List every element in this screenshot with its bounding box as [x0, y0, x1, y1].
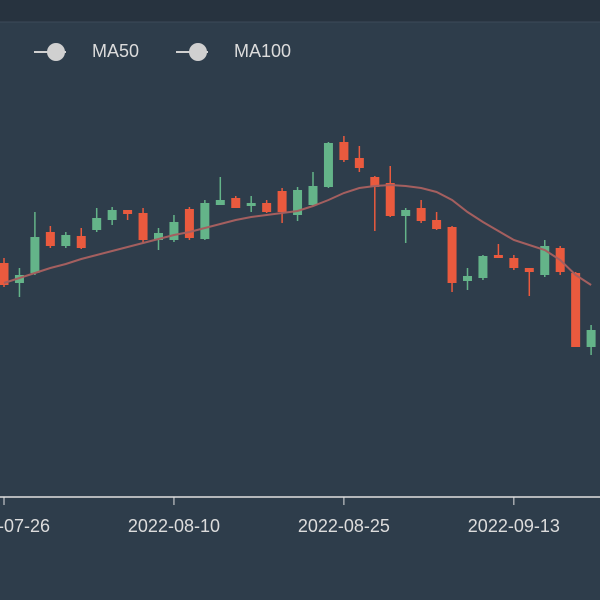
candle-body [76, 236, 86, 248]
candle-body [463, 276, 472, 281]
candle-body [447, 227, 457, 283]
candle-body [45, 232, 55, 246]
legend-marker [189, 43, 207, 61]
candle-body [200, 203, 210, 239]
candle-body [385, 183, 395, 216]
x-tick-label: 2022-07-26 [0, 516, 50, 536]
candle-body [416, 208, 426, 221]
candle-body [478, 256, 488, 278]
candle-body [169, 222, 179, 240]
candle-body [123, 210, 133, 214]
candle-body [293, 190, 303, 215]
candle-body [493, 255, 503, 258]
candle-body [509, 258, 519, 268]
candle-body [354, 158, 364, 168]
candle-body [138, 213, 148, 240]
candle-body [370, 177, 380, 187]
candle-body [30, 237, 40, 273]
x-tick-label: 2022-09-13 [468, 516, 560, 536]
candle-body [571, 273, 581, 347]
candle-body [107, 210, 117, 220]
legend-marker [47, 43, 65, 61]
candle-body [246, 203, 256, 206]
candle-body [184, 209, 194, 238]
legend-label: MA100 [234, 41, 291, 61]
candle-body [92, 218, 102, 230]
toolbar [0, 0, 600, 22]
x-tick-label: 2022-08-25 [298, 516, 390, 536]
candle-body [154, 233, 163, 240]
candle-body [308, 186, 318, 205]
candle-body [262, 203, 272, 212]
candle-body [215, 200, 225, 205]
candle-body [524, 268, 534, 272]
candle-body [586, 330, 596, 347]
candle-body [432, 220, 442, 229]
candle-body [540, 246, 550, 275]
candle-body [277, 191, 287, 212]
candle-body [401, 210, 411, 216]
candle-body [0, 263, 9, 285]
candle-body [231, 198, 241, 208]
legend-label: MA50 [92, 41, 139, 61]
candle-body [61, 235, 71, 246]
x-tick-label: 2022-08-10 [128, 516, 220, 536]
candle-body [323, 143, 333, 187]
moving-average-line [3, 183, 592, 286]
candle-body [339, 142, 349, 160]
